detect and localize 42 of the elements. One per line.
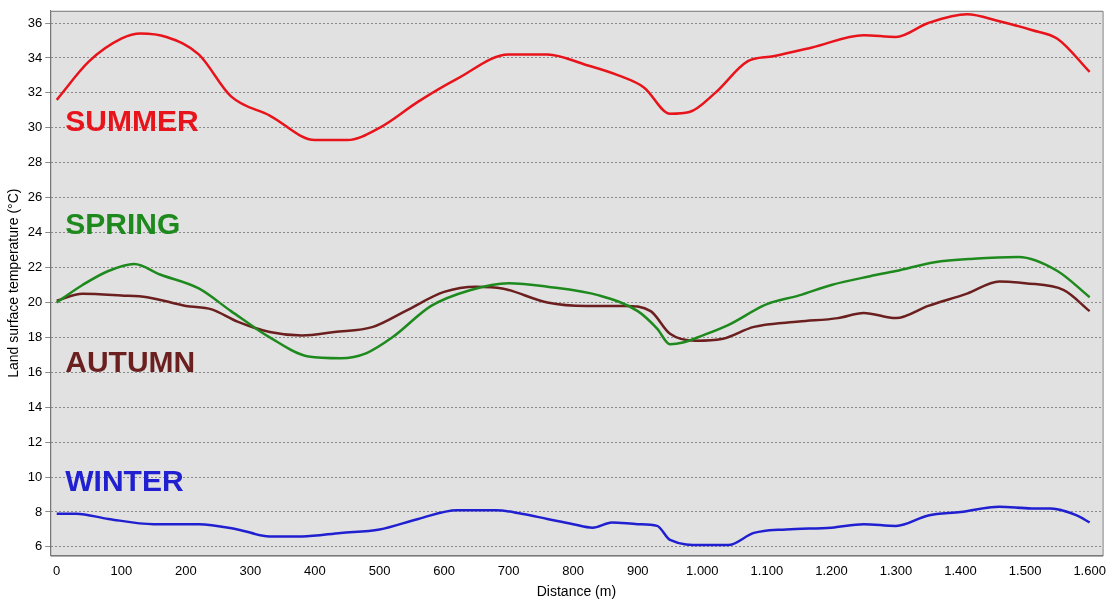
y-tick-label: 36 [27, 14, 43, 30]
y-tick-label: 10 [27, 468, 43, 484]
x-tick-label: 200 [174, 562, 197, 578]
line-series [55, 13, 1091, 142]
y-tick-label: 26 [27, 189, 43, 205]
y-tick-label: 6 [35, 538, 43, 554]
x-tick-label: 0 [53, 562, 61, 578]
y-tick-label: 12 [27, 433, 43, 449]
y-tick-label: 28 [27, 154, 43, 170]
x-tick-label: 400 [304, 562, 326, 578]
y-tick-label: 34 [27, 49, 43, 65]
y-tick-label: 8 [35, 503, 43, 519]
x-tick-label: 100 [110, 562, 133, 578]
x-tick-label: 1.100 [750, 562, 784, 578]
x-tick-label: 1.500 [1008, 562, 1042, 578]
y-tick-label: 24 [27, 224, 43, 240]
x-tick-label: 1.200 [815, 562, 848, 578]
y-tick-label: 20 [27, 293, 43, 309]
series-label: AUTUMN [65, 344, 196, 378]
x-tick-label: 800 [562, 562, 585, 578]
y-tick-label: 22 [27, 259, 43, 275]
y-tick-label: 14 [27, 398, 43, 414]
series-label: WINTER [65, 463, 184, 497]
series-label: SPRING [65, 206, 181, 240]
line-series [55, 280, 1091, 343]
y-tick-label: 18 [27, 328, 43, 344]
x-tick-label: 500 [368, 562, 391, 578]
y-tick-label: 16 [27, 363, 43, 379]
x-tick-label: 700 [497, 562, 520, 578]
y-tick-label: 32 [27, 84, 43, 100]
series-label: SUMMER [65, 104, 199, 138]
x-tick-label: 1.300 [879, 562, 913, 578]
x-tick-label: 900 [626, 562, 649, 578]
x-tick-label: 300 [239, 562, 262, 578]
x-axis-title: Distance (m) [536, 583, 617, 600]
x-tick-label: 1.400 [944, 562, 977, 578]
y-axis-title: Land surface temperature (°C) [5, 188, 22, 378]
x-tick-label: 1.000 [686, 562, 719, 578]
y-tick-label: 30 [27, 119, 43, 135]
line-series [55, 505, 1091, 547]
x-tick-label: 1.600 [1073, 562, 1106, 578]
x-tick-label: 600 [433, 562, 455, 578]
